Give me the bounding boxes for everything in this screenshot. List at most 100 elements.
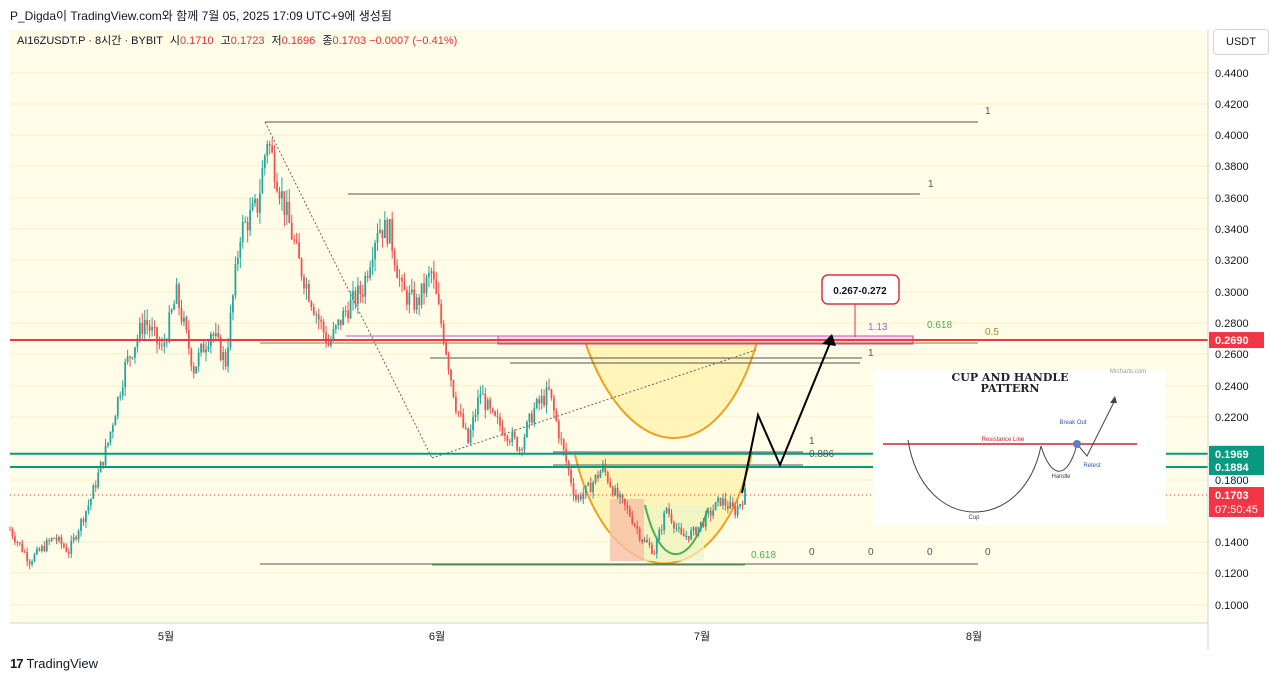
candle-body bbox=[408, 292, 411, 305]
candle-body bbox=[192, 366, 195, 374]
candle-body bbox=[638, 528, 641, 540]
candle-body bbox=[249, 210, 251, 231]
candle-body bbox=[582, 493, 585, 500]
inset-resistance-label: Resistance Line bbox=[982, 437, 1025, 443]
candle-body bbox=[628, 508, 631, 516]
candle-body bbox=[481, 393, 484, 395]
candle-body bbox=[406, 290, 408, 305]
candle-body bbox=[722, 498, 724, 506]
candle-body bbox=[410, 289, 413, 293]
candle-body bbox=[114, 416, 117, 426]
candle-body bbox=[89, 499, 92, 506]
price-tick-label: 0.2800 bbox=[1215, 318, 1249, 330]
candle-body bbox=[28, 561, 31, 565]
candle-body bbox=[241, 221, 244, 242]
candle-body bbox=[388, 219, 391, 244]
candle-body bbox=[435, 279, 438, 294]
price-tick-label: 0.3200 bbox=[1215, 255, 1249, 267]
candle-body bbox=[327, 343, 330, 346]
candle-body bbox=[104, 445, 107, 466]
candle-body bbox=[474, 414, 477, 418]
candle-body bbox=[413, 289, 416, 310]
candle-body bbox=[589, 482, 592, 493]
candle-body bbox=[643, 539, 646, 542]
candle-body bbox=[516, 437, 519, 451]
candle-body bbox=[283, 191, 286, 215]
fib-level-label: 0 bbox=[809, 547, 815, 558]
candle-body bbox=[709, 510, 712, 516]
current-price-tag bbox=[1209, 487, 1264, 518]
open-value: 0.1710 bbox=[179, 35, 214, 47]
candle-body bbox=[621, 494, 624, 499]
candle-body bbox=[491, 408, 494, 412]
candle-body bbox=[371, 259, 374, 268]
candle-body bbox=[58, 537, 60, 541]
header-bar: P_Digda이 TradingView.com와 함께 7월 05, 2025… bbox=[0, 0, 1280, 30]
candle-body bbox=[94, 485, 97, 488]
candle-body bbox=[92, 485, 95, 500]
high-label: 고 bbox=[220, 35, 231, 47]
candle-body bbox=[212, 334, 215, 337]
candle-body bbox=[322, 321, 325, 333]
candle-body bbox=[530, 413, 533, 424]
candle-body bbox=[673, 522, 675, 529]
candle-body bbox=[136, 338, 139, 348]
candle-body bbox=[87, 505, 90, 512]
candle-body bbox=[690, 530, 692, 540]
currency-button[interactable]: USDT bbox=[1213, 29, 1269, 55]
price-axis[interactable]: 0.4400 0.4200 0.4000 0.3800 0.3600 0.3400 0.32… bbox=[1209, 68, 1264, 612]
candle-body bbox=[11, 529, 14, 537]
candle-body bbox=[190, 348, 193, 367]
candle-body bbox=[364, 275, 367, 297]
candle-body bbox=[734, 506, 737, 516]
candle-body bbox=[320, 319, 323, 322]
candle-body bbox=[119, 395, 122, 398]
candle-body bbox=[496, 415, 499, 418]
candle-body bbox=[594, 474, 597, 483]
candle-body bbox=[158, 343, 161, 346]
candle-body bbox=[14, 536, 16, 543]
candle-body bbox=[168, 312, 171, 342]
candle-body bbox=[560, 438, 563, 440]
candle-body bbox=[197, 352, 200, 367]
candle-body bbox=[334, 325, 337, 330]
candle-body bbox=[739, 504, 741, 507]
symbol-name[interactable]: AI16ZUSDT.P · 8시간 · BYBIT bbox=[17, 35, 163, 47]
candle-body bbox=[459, 411, 462, 414]
candle-body bbox=[508, 441, 511, 443]
candle-body bbox=[36, 548, 38, 555]
candle-body bbox=[418, 297, 421, 305]
candle-body bbox=[82, 519, 85, 523]
time-axis[interactable]: 5월 6월 7월 8월 bbox=[158, 630, 982, 643]
candle-body bbox=[85, 511, 87, 523]
price-tick-label: 0.3600 bbox=[1215, 193, 1249, 205]
candle-body bbox=[330, 339, 332, 346]
candle-body bbox=[572, 482, 575, 495]
inset-title-line2: PATTERN bbox=[981, 382, 1040, 395]
symbol-info-bar: AI16ZUSDT.P · 8시간 · BYBIT 시0.1710 고0.172… bbox=[17, 32, 457, 48]
candle-body bbox=[271, 145, 274, 153]
candle-body bbox=[285, 201, 288, 215]
candle-body bbox=[557, 420, 560, 439]
candle-body bbox=[180, 308, 183, 322]
candle-body bbox=[489, 399, 492, 409]
time-tick-label: 6월 bbox=[429, 630, 445, 643]
candle-body bbox=[219, 337, 222, 360]
candle-body bbox=[401, 278, 403, 282]
candle-body bbox=[432, 271, 435, 280]
inset-breakout-dot bbox=[1073, 440, 1081, 448]
level-price-tag bbox=[1209, 458, 1264, 475]
candle-body bbox=[165, 341, 168, 343]
candle-body bbox=[633, 523, 636, 526]
candle-body bbox=[687, 535, 690, 540]
candle-body bbox=[200, 343, 202, 353]
candle-body bbox=[462, 413, 465, 428]
candle-body bbox=[415, 297, 418, 310]
candle-body bbox=[697, 526, 700, 535]
candle-body bbox=[452, 380, 455, 397]
candle-body bbox=[467, 428, 470, 443]
price-tick-label: 0.4000 bbox=[1215, 130, 1249, 142]
candle-body bbox=[513, 431, 516, 438]
candle-body bbox=[205, 349, 207, 353]
